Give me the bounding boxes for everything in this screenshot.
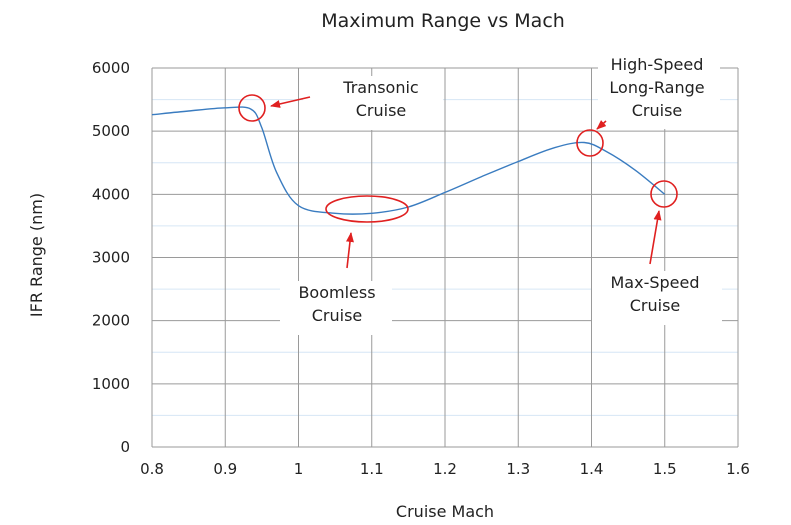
max-speed-cruise-marker xyxy=(650,180,678,208)
high-speed-long-range-cruise-arrow xyxy=(596,120,607,130)
max-speed-cruise-label-line: Cruise xyxy=(630,296,681,315)
x-axis-ticks: 0.8 0.9 1 1.1 1.2 1.3 1.4 1.5 1.6 xyxy=(140,460,750,478)
boomless-cruise-arrow xyxy=(346,232,354,269)
series-line xyxy=(151,106,666,215)
transonic-cruise-marker xyxy=(238,94,266,122)
y-tick-label: 5000 xyxy=(92,122,130,140)
high-speed-long-range-cruise-annotation: High-Speed Long-Range Cruise xyxy=(576,52,720,157)
x-tick-label: 1.5 xyxy=(653,460,677,478)
y-axis-label: IFR Range (nm) xyxy=(27,193,46,317)
x-axis-label: Cruise Mach xyxy=(396,502,494,521)
x-tick-label: 1.6 xyxy=(726,460,750,478)
y-tick-label: 0 xyxy=(120,438,130,456)
y-tick-label: 1000 xyxy=(92,375,130,393)
transonic-cruise-annotation: Transonic Cruise xyxy=(238,76,443,130)
x-tick-label: 0.9 xyxy=(213,460,237,478)
annotations: Transonic Cruise Boomless Cruise High-Speed L… xyxy=(238,52,722,335)
boomless-cruise-label-line: Boomless xyxy=(298,283,375,302)
x-tick-label: 0.8 xyxy=(140,460,164,478)
y-tick-label: 6000 xyxy=(92,59,130,77)
y-tick-label: 2000 xyxy=(92,312,130,330)
max-speed-cruise-label-background xyxy=(592,271,722,325)
high-speed-long-range-cruise-marker xyxy=(576,129,604,157)
x-tick-label: 1 xyxy=(294,460,304,478)
boomless-cruise-label-line: Cruise xyxy=(312,306,363,325)
x-tick-label: 1.4 xyxy=(580,460,604,478)
x-tick-label: 1.2 xyxy=(433,460,457,478)
max-speed-cruise-label-line: Max-Speed xyxy=(610,273,699,292)
series-group xyxy=(151,106,666,215)
max-speed-cruise-annotation: Max-Speed Cruise xyxy=(592,180,722,325)
transonic-cruise-label-background xyxy=(303,76,443,130)
high-speed-long-range-cruise-label-line: High-Speed xyxy=(611,55,704,74)
chart-title: Maximum Range vs Mach xyxy=(321,10,565,32)
boomless-cruise-annotation: Boomless Cruise xyxy=(280,195,409,335)
high-speed-long-range-cruise-label-line: Cruise xyxy=(632,101,683,120)
high-speed-long-range-cruise-label-background xyxy=(598,52,720,129)
transonic-cruise-label-line: Cruise xyxy=(356,101,407,120)
x-tick-label: 1.1 xyxy=(360,460,384,478)
x-tick-label: 1.3 xyxy=(506,460,530,478)
y-axis-ticks: 0 1000 2000 3000 4000 5000 6000 xyxy=(92,59,130,456)
boomless-cruise-marker xyxy=(325,195,409,223)
boomless-cruise-label-background xyxy=(280,281,392,335)
y-tick-label: 4000 xyxy=(92,185,130,203)
y-tick-label: 3000 xyxy=(92,249,130,267)
transonic-cruise-arrow xyxy=(270,96,311,108)
transonic-cruise-label-line: Transonic xyxy=(342,78,418,97)
high-speed-long-range-cruise-label-line: Long-Range xyxy=(609,78,704,97)
max-speed-cruise-arrow xyxy=(649,210,662,265)
